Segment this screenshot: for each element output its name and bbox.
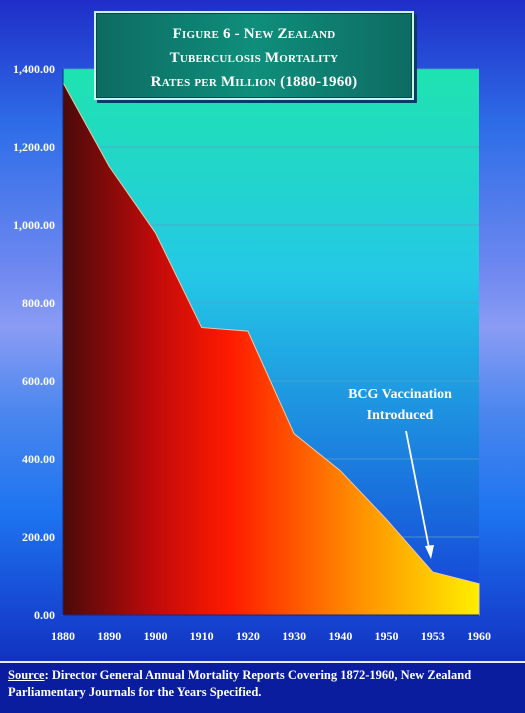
y-tick-label: 1,400.00	[13, 62, 55, 76]
x-tick-label: 1920	[236, 629, 260, 643]
x-tick-label: 1930	[282, 629, 306, 643]
x-tick-label: 1890	[97, 629, 121, 643]
annotation-arrowhead-icon	[425, 545, 434, 559]
area-series	[62, 82, 480, 616]
y-tick-label: 1,200.00	[13, 140, 55, 154]
source-note: Source: Director General Annual Mortalit…	[0, 661, 525, 713]
chart-title-line-3: Rates per Million (1880-1960)	[150, 74, 358, 90]
x-tick-label: 1880	[51, 629, 75, 643]
x-tick-label: 1900	[143, 629, 167, 643]
annotation-line-2: Introduced	[367, 408, 434, 423]
x-tick-labels: 1880 1890 1900 1910 1920 1930 1940 1950 1953 1960	[51, 629, 491, 643]
chart-svg: 0.00 200.00 400.00 600.00 800.00 1,000.00 1,20…	[13, 62, 491, 643]
x-tick-label: 1960	[467, 629, 491, 643]
y-tick-label: 600.00	[22, 374, 55, 388]
x-tick-label: 1950	[375, 629, 399, 643]
annotation-arrow-icon	[405, 430, 431, 554]
x-tick-label: 1940	[328, 629, 352, 643]
y-tick-label: 0.00	[34, 608, 55, 622]
y-tick-label: 800.00	[22, 296, 55, 310]
y-tick-label: 400.00	[22, 452, 55, 466]
y-tick-label: 200.00	[22, 530, 55, 544]
chart-title-box: Figure 6 - New Zealand Tuberculosis Mort…	[94, 11, 414, 100]
source-text: : Director General Annual Mortality Repo…	[8, 668, 472, 699]
chart-title-line-1: Figure 6 - New Zealand	[172, 26, 336, 42]
y-tick-label: 1,000.00	[13, 218, 55, 232]
source-label: Source	[8, 668, 45, 682]
chart-title-line-2: Tuberculosis Mortality	[169, 50, 339, 66]
bcg-annotation: BCG Vaccination Introduced	[348, 387, 452, 559]
annotation-line-1: BCG Vaccination	[348, 387, 452, 402]
x-tick-label: 1910	[190, 629, 214, 643]
y-tick-labels: 0.00 200.00 400.00 600.00 800.00 1,000.00 1,20…	[13, 62, 55, 622]
x-tick-label: 1953	[421, 629, 445, 643]
